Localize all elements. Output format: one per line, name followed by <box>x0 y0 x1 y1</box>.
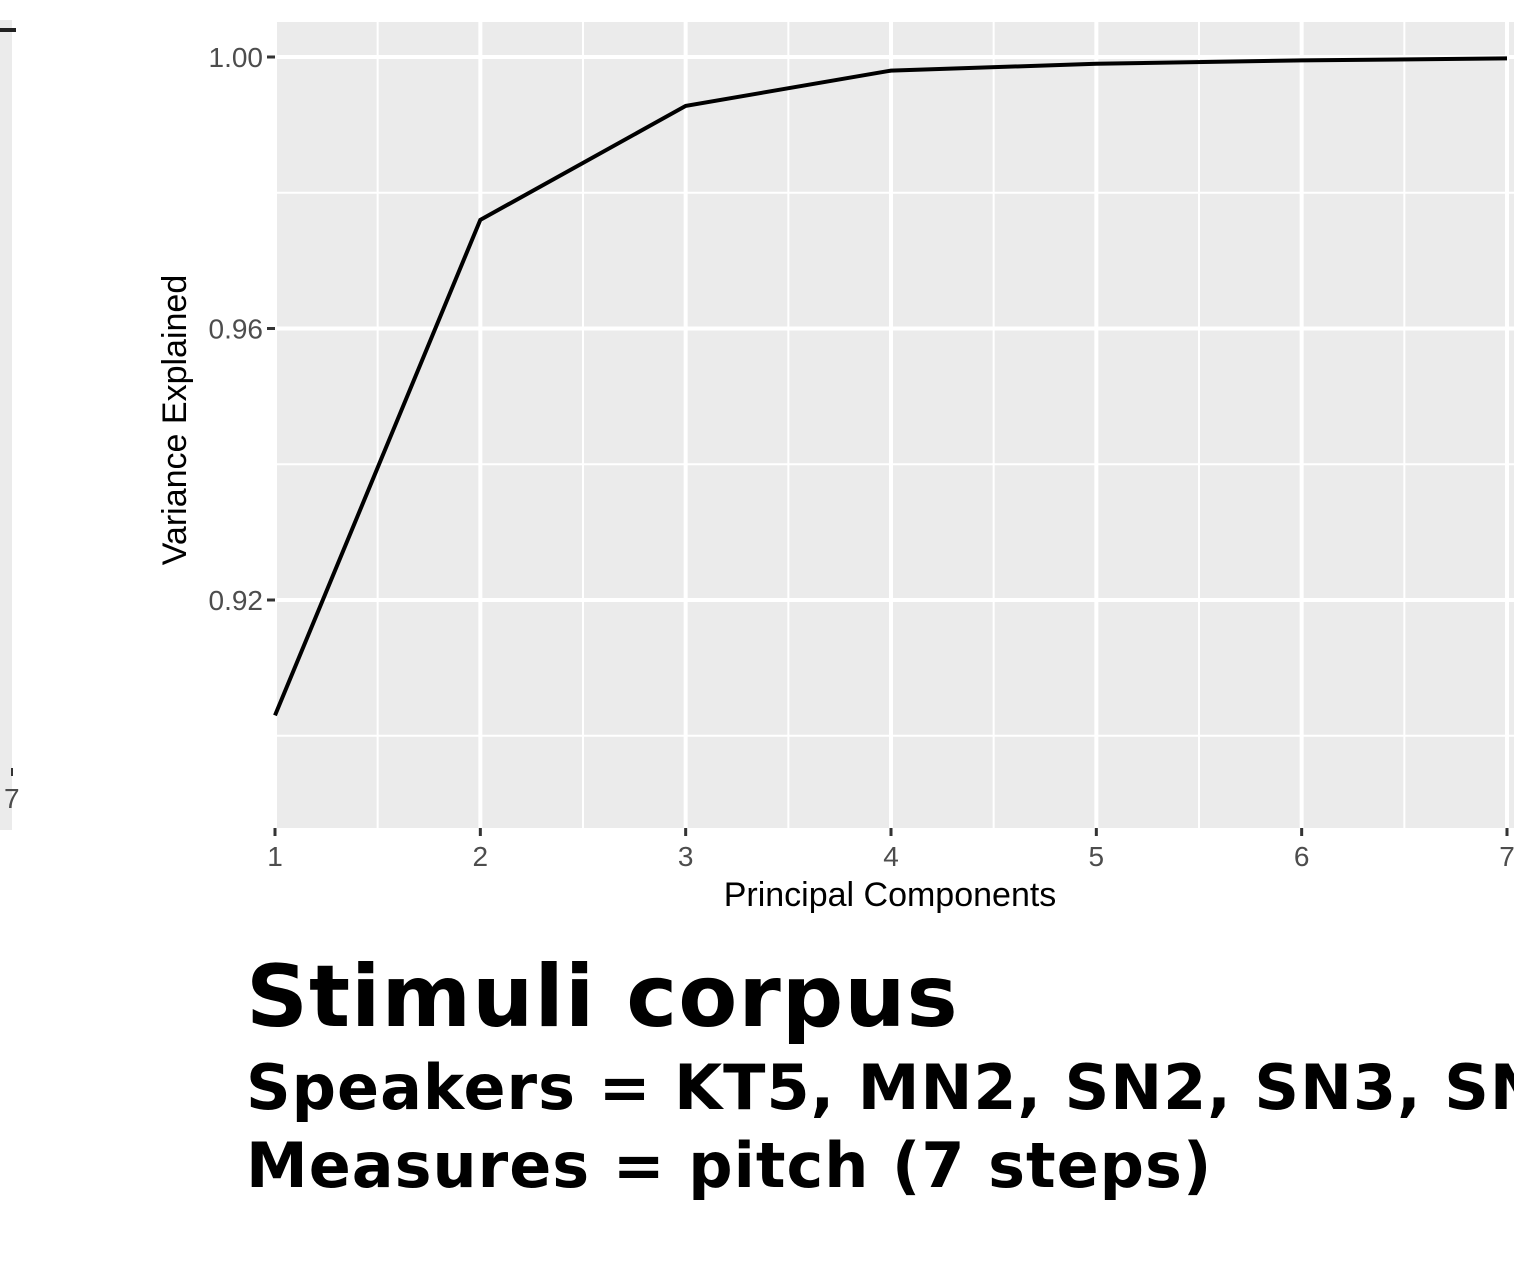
adjacent-panel <box>0 20 12 830</box>
adjacent-chart-fragment: 7 <box>0 20 20 830</box>
caption-block: Stimuli corpus Speakers = KT5, MN2, SN2,… <box>246 945 1514 1205</box>
x-axis: 1 2 3 4 5 6 7 <box>267 828 1514 872</box>
y-axis: 0.92 0.96 1.00 <box>209 42 275 616</box>
caption-title: Stimuli corpus <box>246 947 959 1047</box>
caption-speakers: Speakers = KT5, MN2, SN2, SN3, SN <box>246 1051 1514 1124</box>
caption-measures: Measures = pitch (7 steps) <box>246 1129 1213 1202</box>
x-tick-label: 3 <box>678 841 694 872</box>
x-tick-label: 5 <box>1089 841 1105 872</box>
x-tick-label: 1 <box>267 841 283 872</box>
grid-major <box>273 22 1514 828</box>
y-tick-label: 0.92 <box>209 585 264 616</box>
adjacent-x-tick-label: 7 <box>4 783 20 814</box>
variance-explained-line <box>273 56 1508 717</box>
x-tick-label: 6 <box>1294 841 1310 872</box>
scree-line-chart: 0.92 0.96 1.00 1 2 3 4 5 6 7 Principal Component… <box>156 22 1514 914</box>
x-tick-label: 4 <box>883 841 899 872</box>
x-axis-title: Principal Components <box>724 876 1057 914</box>
plot-panel <box>275 22 1514 828</box>
y-tick-label: 0.96 <box>209 314 264 345</box>
y-tick-label: 1.00 <box>209 42 264 73</box>
x-tick-label: 7 <box>1499 841 1514 872</box>
y-axis-title: Variance Explained <box>156 275 194 565</box>
x-tick-label: 2 <box>473 841 489 872</box>
